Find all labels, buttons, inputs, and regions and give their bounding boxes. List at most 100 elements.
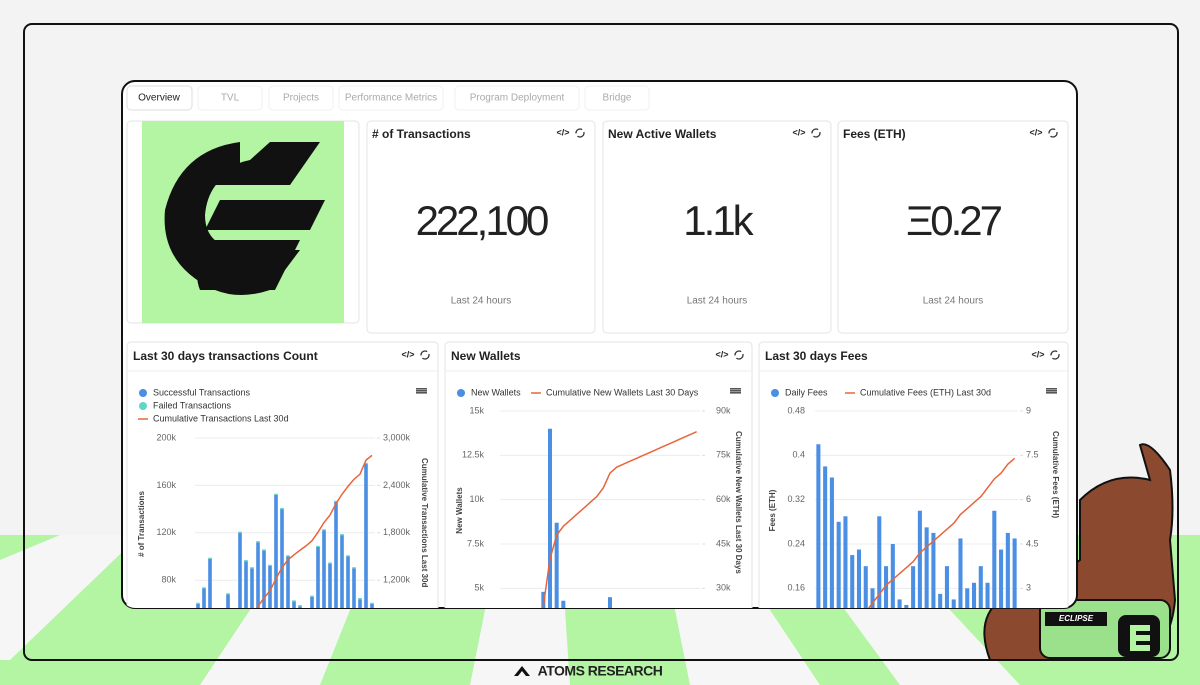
cumulative-line xyxy=(503,431,697,608)
legend-label[interactable]: Failed Transactions xyxy=(153,400,232,410)
legend-label[interactable]: Cumulative Transactions Last 30d xyxy=(153,413,289,423)
stat-card xyxy=(366,120,596,334)
embed-icon[interactable]: </> xyxy=(1029,127,1042,137)
bar xyxy=(238,532,242,608)
y-tick-label: 0.48 xyxy=(787,405,805,415)
legend-label[interactable]: Daily Fees xyxy=(785,387,828,397)
bar xyxy=(548,428,552,608)
legend-label[interactable]: Successful Transactions xyxy=(153,387,251,397)
bar xyxy=(829,477,834,608)
bar xyxy=(334,501,338,608)
bar xyxy=(965,588,970,608)
card-title: New Active Wallets xyxy=(608,127,717,141)
menu-icon[interactable] xyxy=(416,390,427,392)
menu-icon[interactable] xyxy=(1046,390,1057,392)
bar xyxy=(322,529,326,531)
legend-label[interactable]: Cumulative New Wallets Last 30 Days xyxy=(546,387,699,397)
bar xyxy=(262,550,266,608)
refresh-icon[interactable] xyxy=(734,350,744,360)
bar xyxy=(268,564,272,566)
embed-icon[interactable]: </> xyxy=(556,127,569,137)
tab[interactable] xyxy=(268,85,334,111)
menu-icon[interactable] xyxy=(1046,392,1057,394)
embed-icon[interactable]: </> xyxy=(1031,349,1044,359)
bar xyxy=(202,587,206,589)
footer: ATOMS RESEARCH xyxy=(514,663,663,679)
embed-icon[interactable]: </> xyxy=(792,127,805,137)
legend-label[interactable]: Cumulative Fees (ETH) Last 30d xyxy=(860,387,991,397)
y2-tick-label: 30k xyxy=(716,583,731,593)
tab-label[interactable]: Bridge xyxy=(603,93,632,104)
y-tick-label: 7.5k xyxy=(467,538,485,548)
tab[interactable] xyxy=(338,85,444,111)
bar xyxy=(346,555,350,557)
tab-active[interactable] xyxy=(126,85,193,111)
card-title: Fees (ETH) xyxy=(843,127,906,141)
legend-swatch xyxy=(457,389,465,397)
tab-label[interactable]: Overview xyxy=(138,93,180,104)
bar xyxy=(938,593,943,608)
bar xyxy=(863,566,868,608)
refresh-icon[interactable] xyxy=(811,128,821,138)
card-subtitle: Last 24 hours xyxy=(451,296,512,307)
refresh-icon[interactable] xyxy=(1048,128,1058,138)
bar xyxy=(978,566,983,608)
bar xyxy=(280,507,284,510)
y-axis-title: # of Transactions xyxy=(137,491,146,557)
refresh-icon[interactable] xyxy=(575,128,585,138)
bar xyxy=(292,601,296,608)
bar xyxy=(196,602,200,604)
tab[interactable] xyxy=(454,85,580,111)
tab-label[interactable]: Program Deployment xyxy=(470,93,565,104)
refresh-icon[interactable] xyxy=(1050,350,1060,360)
card-value: 222,100 xyxy=(416,197,548,244)
bar xyxy=(226,593,230,595)
bar xyxy=(286,556,290,608)
tab[interactable] xyxy=(584,85,650,111)
menu-icon[interactable] xyxy=(416,392,427,394)
bar xyxy=(208,558,212,608)
chart-card xyxy=(444,341,753,608)
menu-icon[interactable] xyxy=(1046,388,1057,390)
tab-label[interactable]: TVL xyxy=(221,93,240,104)
tab-label[interactable]: Projects xyxy=(283,93,319,104)
bar xyxy=(310,596,314,608)
tab[interactable] xyxy=(197,85,263,111)
y-tick-label: 0.24 xyxy=(787,538,805,548)
y2-tick-label: 4.5 xyxy=(1026,538,1039,548)
bar xyxy=(370,602,374,604)
menu-icon[interactable] xyxy=(730,388,741,390)
bar xyxy=(554,522,559,608)
y2-tick-label: 75k xyxy=(716,450,731,460)
y-tick-label: 10k xyxy=(469,494,484,504)
bar xyxy=(870,588,875,608)
menu-icon[interactable] xyxy=(730,390,741,392)
bar xyxy=(364,464,368,608)
refresh-icon[interactable] xyxy=(420,350,430,360)
tab-label[interactable]: Performance Metrics xyxy=(345,93,437,104)
menu-icon[interactable] xyxy=(730,392,741,394)
legend-swatch xyxy=(771,389,779,397)
legend-label[interactable]: New Wallets xyxy=(471,387,521,397)
bar xyxy=(340,535,344,608)
chart-panel: Last 30 days Fees </> 0.16 0.24 0.32 0.4 0.48 3… xyxy=(758,341,1069,608)
y-tick-label: 0.4 xyxy=(792,450,805,460)
bar xyxy=(816,444,821,608)
bar xyxy=(250,568,254,608)
bar xyxy=(904,604,909,608)
y2-axis-title: Cumulative Transactions Last 30d xyxy=(420,458,429,587)
stat-cards: # of Transactions </> 222,100 Last 24 hours… xyxy=(366,120,1069,334)
legend-swatch xyxy=(139,389,147,397)
y2-axis-title: Cumulative Fees (ETH) xyxy=(1051,431,1060,518)
bar xyxy=(268,565,272,608)
y-tick-label: 120k xyxy=(156,527,176,537)
chart-panel: New Wallets </> 5k 7.5k 10k 12.5k 15k 30k 45k 60k… xyxy=(444,341,753,608)
footer-brand: ATOMS RESEARCH xyxy=(538,663,663,679)
stat-card xyxy=(837,120,1069,334)
embed-icon[interactable]: </> xyxy=(401,349,414,359)
embed-icon[interactable]: </> xyxy=(715,349,728,359)
bar xyxy=(244,560,248,562)
menu-icon[interactable] xyxy=(416,388,427,390)
bar xyxy=(561,600,566,608)
tab-bar: Overview TVL Projects Performance Metrics Pr… xyxy=(138,85,650,111)
